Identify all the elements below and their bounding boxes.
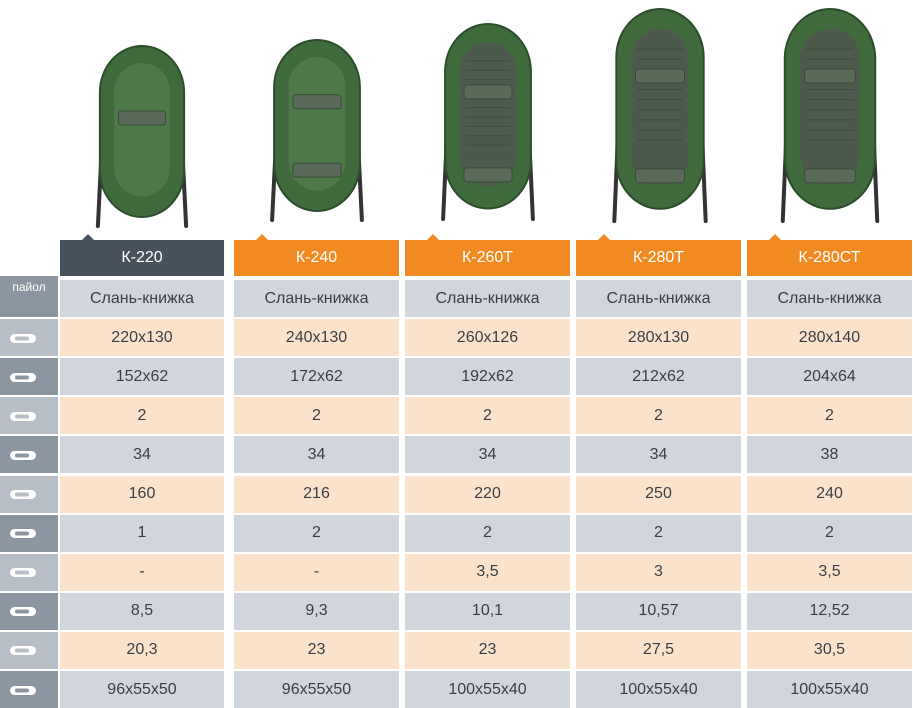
boat-length-icon (10, 333, 36, 343)
spec-cell: 1 (60, 514, 224, 552)
spec-cell: - (60, 553, 224, 591)
spec-cell: 2 (576, 397, 741, 435)
tube-diameter-icon (10, 450, 36, 460)
spec-cell: 34 (405, 436, 570, 474)
boat-image (88, 42, 196, 232)
spec-cell: 2 (405, 514, 570, 552)
spec-cell: 10,57 (576, 592, 741, 630)
boat-count-icon (0, 397, 58, 435)
spec-cell: 192х62 (405, 358, 570, 396)
boat-inner-size-icon (10, 372, 36, 382)
row-label: пайол (0, 276, 58, 317)
spec-cell: 280х140 (747, 319, 912, 357)
model-header: К-260Т (405, 234, 570, 276)
spec-cell: 3,5 (405, 553, 570, 591)
spec-cell: 38 (747, 436, 912, 474)
persons-icon (10, 529, 36, 539)
spec-cell: 160 (60, 475, 224, 513)
tube-diameter-icon (0, 436, 58, 474)
spec-cell: 96х55х50 (234, 671, 399, 708)
spec-cell: 23 (234, 631, 399, 669)
spec-cell: 280х130 (576, 319, 741, 357)
spec-cell: 2 (405, 397, 570, 435)
boat-weight-icon (10, 607, 36, 617)
spec-cell: Слань-книжка (747, 280, 912, 317)
spec-cell: 10,1 (405, 592, 570, 630)
spec-cell: 9,3 (234, 592, 399, 630)
spec-cell: Слань-книжка (405, 280, 570, 317)
spec-cell: 212х62 (576, 358, 741, 396)
boat-image (772, 5, 888, 227)
model-header: К-280Т (576, 234, 741, 276)
spec-cell: 34 (60, 436, 224, 474)
spec-cell: 2 (60, 397, 224, 435)
spec-cell: 220 (405, 475, 570, 513)
boat-count-icon (10, 411, 36, 421)
spec-cell: Слань-книжка (234, 280, 399, 317)
spec-cell: 3,5 (747, 553, 912, 591)
spec-cell: 34 (234, 436, 399, 474)
spec-cell: 2 (747, 514, 912, 552)
package-size-icon (0, 671, 58, 708)
boat-image (262, 36, 372, 226)
spec-cell: 240 (747, 475, 912, 513)
load-capacity-icon (10, 490, 36, 499)
spec-cell: 2 (234, 514, 399, 552)
boat-length-icon (0, 319, 58, 357)
model-header: К-240 (234, 234, 399, 276)
spec-cell: 34 (576, 436, 741, 474)
spec-cell: 172х62 (234, 358, 399, 396)
boat-image (604, 5, 716, 227)
spec-cell: 27,5 (576, 631, 741, 669)
motor-power-icon (10, 568, 36, 578)
spec-cell: 100х55х40 (747, 671, 912, 708)
package-weight-icon (10, 646, 36, 656)
package-size-icon (10, 685, 36, 695)
boat-inner-size-icon (0, 358, 58, 396)
spec-cell: - (234, 553, 399, 591)
spec-cell: 30,5 (747, 631, 912, 669)
spec-cell: Слань-книжка (576, 280, 741, 317)
spec-cell: 240х130 (234, 319, 399, 357)
package-weight-icon (0, 631, 58, 669)
spec-cell: 2 (747, 397, 912, 435)
spec-cell: 100х55х40 (405, 671, 570, 708)
load-capacity-icon (0, 475, 58, 513)
spec-cell: 204х64 (747, 358, 912, 396)
spec-cell: Слань-книжка (60, 280, 224, 317)
spec-cell: 2 (234, 397, 399, 435)
spec-cell: 216 (234, 475, 399, 513)
boat-image (433, 20, 543, 225)
motor-power-icon (0, 553, 58, 591)
spec-cell: 23 (405, 631, 570, 669)
spec-cell: 8,5 (60, 592, 224, 630)
boat-weight-icon (0, 592, 58, 630)
spec-cell: 152х62 (60, 358, 224, 396)
spec-cell: 3 (576, 553, 741, 591)
spec-cell: 260х126 (405, 319, 570, 357)
spec-cell: 250 (576, 475, 741, 513)
spec-cell: 20,3 (60, 631, 224, 669)
persons-icon (0, 514, 58, 552)
model-header: К-220 (60, 234, 224, 276)
spec-cell: 100х55х40 (576, 671, 741, 708)
spec-cell: 96х55х50 (60, 671, 224, 708)
spec-cell: 220х130 (60, 319, 224, 357)
spec-cell: 2 (576, 514, 741, 552)
spec-cell: 12,52 (747, 592, 912, 630)
model-header: К-280СТ (747, 234, 912, 276)
